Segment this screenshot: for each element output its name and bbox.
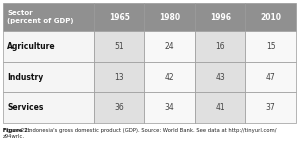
Bar bbox=[94, 62, 144, 92]
Text: 16: 16 bbox=[215, 42, 225, 51]
Text: 1980: 1980 bbox=[159, 13, 180, 22]
Text: 36: 36 bbox=[114, 103, 124, 112]
Bar bbox=[245, 3, 296, 31]
Text: 41: 41 bbox=[215, 103, 225, 112]
Text: Figure 2: Indonesia's gross domestic product (GDP). Source: World Bank. See data: Figure 2: Indonesia's gross domestic pro… bbox=[3, 128, 277, 139]
Bar bbox=[94, 3, 144, 31]
Text: 24: 24 bbox=[165, 42, 175, 51]
Bar bbox=[3, 31, 94, 62]
Bar bbox=[195, 3, 245, 31]
Text: Figure 2:: Figure 2: bbox=[3, 128, 30, 133]
Text: 1996: 1996 bbox=[210, 13, 231, 22]
Text: Industry: Industry bbox=[7, 73, 43, 82]
Text: 42: 42 bbox=[165, 73, 175, 82]
Bar bbox=[144, 31, 195, 62]
Text: 34: 34 bbox=[165, 103, 175, 112]
Text: 47: 47 bbox=[266, 73, 276, 82]
Text: 13: 13 bbox=[114, 73, 124, 82]
Bar bbox=[3, 3, 94, 31]
Bar bbox=[195, 62, 245, 92]
Bar bbox=[195, 31, 245, 62]
Bar bbox=[245, 31, 296, 62]
Bar bbox=[195, 92, 245, 123]
Bar bbox=[245, 62, 296, 92]
Bar bbox=[144, 62, 195, 92]
Text: Sector
(percent of GDP): Sector (percent of GDP) bbox=[7, 10, 74, 24]
Bar bbox=[3, 92, 94, 123]
Text: 51: 51 bbox=[114, 42, 124, 51]
Bar bbox=[94, 31, 144, 62]
Bar bbox=[144, 3, 195, 31]
Bar bbox=[3, 62, 94, 92]
Bar bbox=[144, 92, 195, 123]
Text: 15: 15 bbox=[266, 42, 275, 51]
Text: Agriculture: Agriculture bbox=[7, 42, 56, 51]
Text: 43: 43 bbox=[215, 73, 225, 82]
Bar bbox=[245, 92, 296, 123]
Text: 2010: 2010 bbox=[260, 13, 281, 22]
Text: 37: 37 bbox=[266, 103, 276, 112]
Bar bbox=[94, 92, 144, 123]
Text: Services: Services bbox=[7, 103, 44, 112]
Text: 1965: 1965 bbox=[109, 13, 130, 22]
